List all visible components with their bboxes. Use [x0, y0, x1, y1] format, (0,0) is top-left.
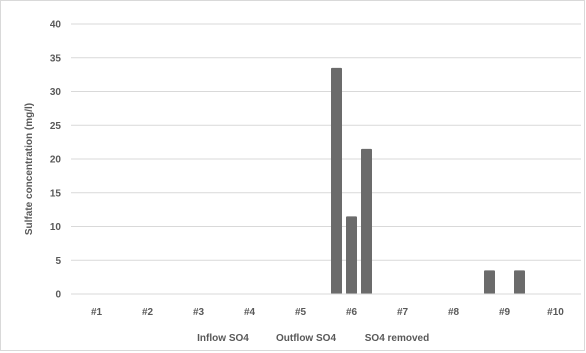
bar-inflow-so4-5: [331, 68, 342, 294]
x-tick-label: #1: [91, 307, 103, 318]
x-tick-label: #4: [244, 307, 256, 318]
y-tick-label: 15: [50, 188, 62, 199]
bar-outflow-so4-5: [346, 216, 357, 294]
y-tick-label: 10: [50, 222, 62, 233]
x-tick-label: #2: [142, 307, 154, 318]
bar-inflow-so4-8: [484, 270, 495, 294]
x-tick-label: #8: [448, 307, 460, 318]
y-tick-label: 20: [50, 155, 62, 166]
y-axis-title: Sulfate concentration (mg/l): [24, 103, 35, 235]
y-tick-label: 5: [55, 256, 61, 267]
bar-so4-removed-5: [361, 149, 372, 294]
legend: Inflow SO4 Outflow SO4 SO4 removed: [197, 333, 429, 344]
gridlines: [71, 24, 581, 260]
x-tick-label: #9: [499, 307, 511, 318]
y-tick-label: 25: [50, 121, 62, 132]
y-tick-label: 35: [50, 53, 62, 64]
x-tick-label: #5: [295, 307, 307, 318]
y-tick-label: 0: [55, 290, 61, 301]
x-tick-label: #3: [193, 307, 205, 318]
y-axis-ticks: 0 5 10 15 20 25 30 35 40: [50, 20, 62, 301]
y-tick-label: 30: [50, 87, 62, 98]
x-axis-ticks: #1 #2 #3 #4 #5 #6 #7 #8 #9 #10: [91, 307, 564, 318]
y-tick-label: 40: [50, 20, 62, 31]
x-tick-label: #10: [547, 307, 564, 318]
legend-entry: Inflow SO4: [197, 333, 249, 344]
x-tick-label: #7: [397, 307, 409, 318]
legend-entry: Outflow SO4: [276, 333, 336, 344]
x-tick-label: #6: [346, 307, 358, 318]
legend-entry: SO4 removed: [365, 333, 429, 344]
bar-so4-removed-8: [514, 270, 525, 294]
